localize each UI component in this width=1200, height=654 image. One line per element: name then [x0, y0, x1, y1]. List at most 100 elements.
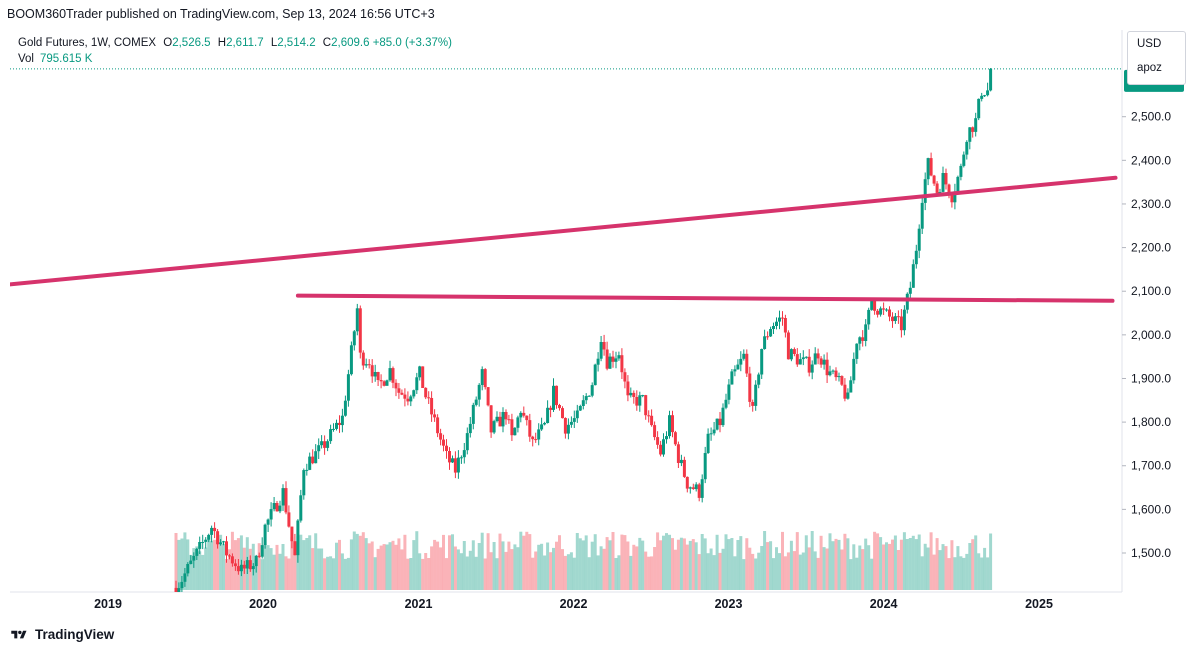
candle: [572, 410, 576, 428]
candle-body: [745, 353, 749, 374]
candle: [685, 476, 689, 493]
candle: [338, 415, 341, 433]
candle: [296, 519, 300, 563]
volume-bar: [632, 544, 636, 590]
candle-body: [409, 396, 413, 402]
candle: [587, 395, 591, 397]
candle: [528, 413, 532, 442]
volume-bar: [578, 538, 582, 590]
candle-body: [899, 316, 903, 331]
candle-body: [953, 191, 957, 203]
candle: [926, 157, 930, 186]
volume-bar: [617, 555, 621, 590]
volume-bar: [477, 543, 481, 590]
volume-bar: [436, 541, 440, 590]
candle: [688, 486, 692, 494]
candle-body: [489, 405, 493, 433]
y-tick-label: 2,300.0: [1131, 197, 1171, 211]
candle: [724, 393, 728, 410]
candle: [198, 536, 202, 554]
volume-bar: [792, 551, 796, 590]
symbol-label[interactable]: Gold Futures, 1W, COMEX: [18, 37, 157, 49]
candle-body: [813, 353, 817, 365]
volume-bar: [846, 538, 850, 590]
volume-label[interactable]: Vol: [18, 53, 34, 65]
candle-body: [792, 349, 796, 354]
volume-bar: [531, 557, 535, 590]
low-value: 2,514.2: [277, 37, 316, 49]
candle-body: [516, 417, 520, 428]
tradingview-logo[interactable]: TradingView: [9, 627, 114, 642]
candle-body: [983, 95, 987, 97]
volume-bar: [192, 548, 196, 590]
volume-bar: [269, 548, 273, 590]
volume-bar: [445, 558, 448, 590]
candle-body: [364, 364, 368, 366]
x-tick-label: 2023: [715, 597, 743, 611]
candle: [905, 292, 909, 314]
volume-bar: [596, 555, 600, 590]
candle: [376, 371, 380, 386]
volume-bar: [718, 552, 722, 590]
candle: [531, 435, 535, 447]
volume-bar: [260, 559, 264, 590]
candle-body: [861, 337, 865, 341]
candle: [885, 308, 888, 312]
candle: [403, 388, 407, 407]
candle: [213, 522, 217, 539]
candle-body: [781, 317, 784, 319]
volume-bar: [968, 543, 972, 590]
candle-body: [614, 358, 618, 362]
candle-body: [349, 345, 353, 375]
candle-body: [647, 415, 651, 417]
candle: [302, 468, 306, 500]
candle: [739, 351, 743, 372]
candle: [201, 534, 205, 550]
volume-bar: [935, 538, 939, 590]
volume-bar: [320, 548, 324, 590]
volume-bar: [837, 539, 841, 590]
publisher-info: BOOM360Trader published on TradingView.c…: [7, 7, 435, 21]
candle: [445, 439, 448, 459]
candle-body: [834, 370, 838, 378]
volume-bar: [433, 539, 437, 590]
candle: [406, 391, 410, 406]
candle-body: [213, 527, 217, 532]
candle: [929, 152, 933, 177]
candle-body: [974, 118, 978, 132]
candle-body: [775, 321, 778, 326]
volume-bar: [415, 531, 419, 590]
volume-bar: [891, 539, 894, 590]
candle: [311, 449, 315, 465]
y-tick-label: 2,500.0: [1131, 110, 1171, 124]
volume-bar: [959, 556, 963, 590]
candle: [543, 421, 547, 426]
candle: [843, 378, 847, 402]
currency-unit[interactable]: USD: [1137, 38, 1162, 50]
volume-bar: [742, 559, 746, 590]
volume-bar: [216, 536, 220, 590]
volume-bar: [905, 539, 909, 590]
candle: [783, 314, 787, 338]
volume-bar: [290, 537, 294, 590]
candle: [941, 166, 945, 193]
volume-bar: [314, 533, 318, 590]
candle-body: [495, 416, 499, 422]
volume-bar: [801, 552, 805, 590]
candle: [891, 312, 894, 328]
candle: [453, 451, 457, 479]
volume-bar: [225, 559, 228, 590]
candle-body: [718, 418, 722, 426]
candle-body: [519, 412, 523, 418]
currency-selector[interactable]: USD apoz: [1127, 31, 1186, 85]
volume-bar: [751, 553, 755, 590]
candle-body: [635, 397, 639, 406]
volume-bar: [498, 533, 502, 590]
volume-bar: [332, 558, 335, 590]
candle: [989, 68, 993, 92]
volume-bar: [724, 534, 728, 590]
candle-body: [905, 293, 909, 310]
volume-bar: [947, 558, 951, 590]
candle: [620, 348, 624, 379]
